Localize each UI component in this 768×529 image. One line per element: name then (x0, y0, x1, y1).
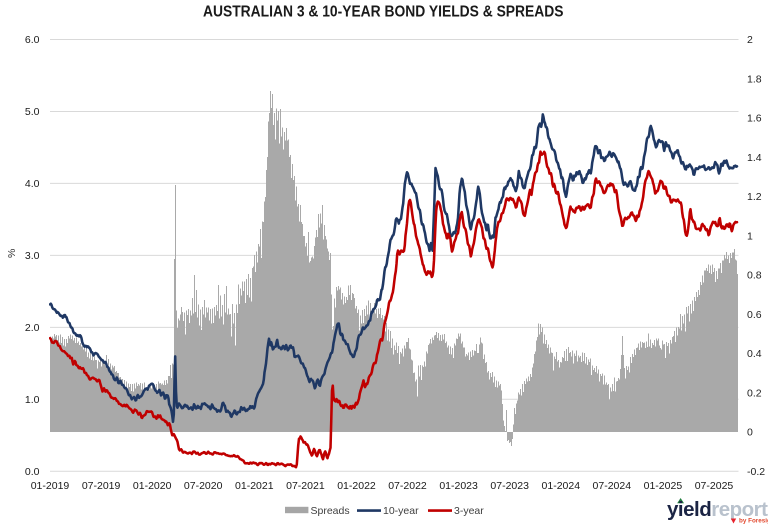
svg-text:4.0: 4.0 (25, 178, 40, 190)
svg-text:3.0: 3.0 (25, 250, 40, 262)
svg-text:5.0: 5.0 (25, 106, 40, 118)
svg-text:0.4: 0.4 (747, 348, 762, 360)
svg-text:07-2023: 07-2023 (490, 480, 529, 492)
svg-text:2: 2 (747, 34, 753, 46)
svg-text:07-2021: 07-2021 (286, 480, 325, 492)
svg-text:1.4: 1.4 (747, 152, 762, 164)
svg-text:Spreads: Spreads (311, 505, 350, 517)
svg-text:0.8: 0.8 (747, 270, 762, 282)
svg-text:1: 1 (747, 230, 753, 242)
svg-text:AUSTRALIAN 3 & 10-YEAR BOND YI: AUSTRALIAN 3 & 10-YEAR BOND YIELDS & SPR… (203, 4, 564, 21)
svg-text:6.0: 6.0 (25, 34, 40, 46)
svg-text:%: % (6, 249, 18, 258)
svg-text:07-2020: 07-2020 (184, 480, 223, 492)
svg-text:by Foresight: by Foresight (739, 518, 768, 525)
svg-text:01-2022: 01-2022 (337, 480, 376, 492)
svg-text:-0.2: -0.2 (747, 466, 765, 478)
svg-text:01-2020: 01-2020 (133, 480, 172, 492)
svg-text:2.0: 2.0 (25, 322, 40, 334)
svg-text:07-2022: 07-2022 (388, 480, 427, 492)
svg-text:10-year: 10-year (383, 505, 419, 517)
svg-text:yieldreport: yieldreport (667, 498, 768, 521)
svg-text:07-2025: 07-2025 (695, 480, 734, 492)
svg-text:1.6: 1.6 (747, 113, 762, 125)
svg-text:01-2025: 01-2025 (644, 480, 683, 492)
svg-text:01-2023: 01-2023 (439, 480, 478, 492)
svg-text:1.2: 1.2 (747, 191, 762, 203)
svg-text:1.0: 1.0 (25, 394, 40, 406)
svg-text:0.0: 0.0 (25, 466, 40, 478)
svg-text:01-2021: 01-2021 (235, 480, 274, 492)
svg-text:0.2: 0.2 (747, 387, 762, 399)
svg-text:01-2019: 01-2019 (31, 480, 70, 492)
svg-text:0: 0 (747, 427, 753, 439)
svg-text:3-year: 3-year (454, 505, 484, 517)
svg-text:0.6: 0.6 (747, 309, 762, 321)
svg-text:07-2019: 07-2019 (82, 480, 121, 492)
svg-text:1.8: 1.8 (747, 73, 762, 85)
svg-text:01-2024: 01-2024 (542, 480, 581, 492)
svg-text:07-2024: 07-2024 (593, 480, 632, 492)
